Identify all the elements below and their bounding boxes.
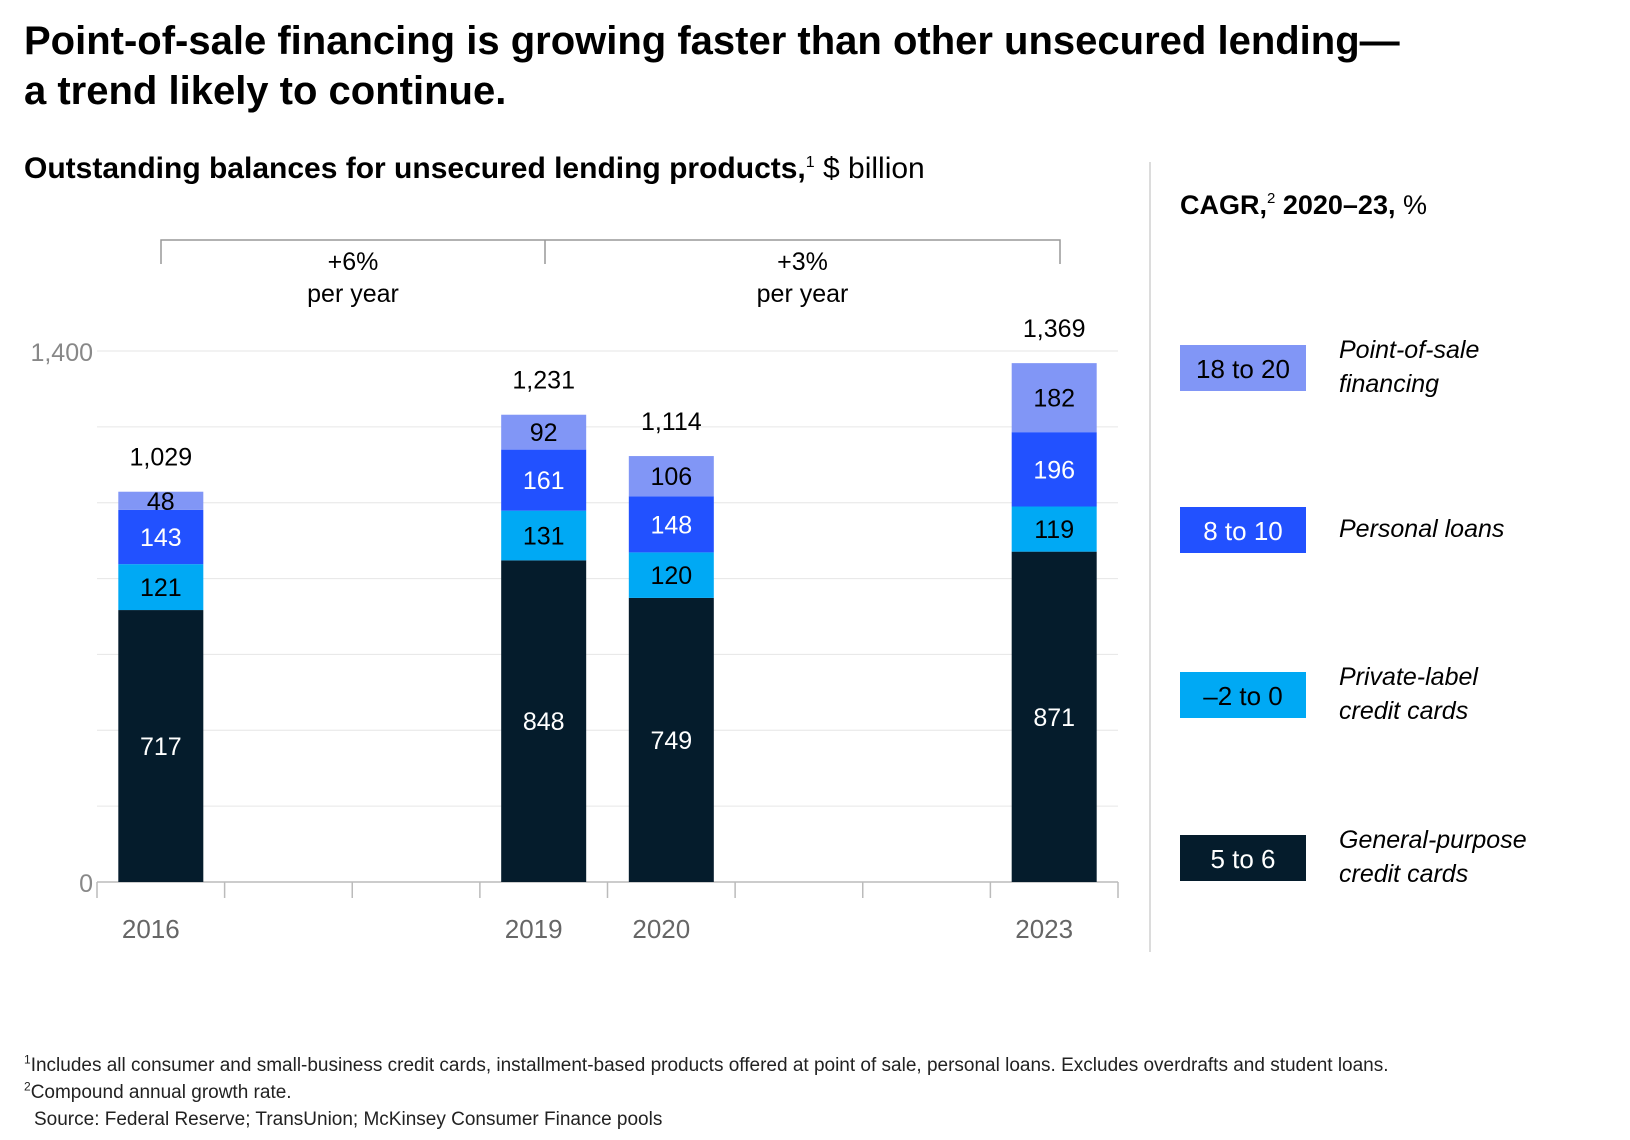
bar-stack-2019: 848 131 161 92 1,231 xyxy=(501,367,587,882)
legend-header-sup: 2 xyxy=(1267,190,1275,207)
x-axis-labels: 2016 2019 2020 2023 xyxy=(122,914,1073,944)
y-axis-labels: 0 1,400 xyxy=(30,339,93,898)
data-label-personal-loans: 196 xyxy=(1033,456,1075,484)
legend: 18 to 20 Point-of-sale financing 8 to 10 Per… xyxy=(1180,336,1527,888)
footnote-2: 2Compound annual growth rate. xyxy=(24,1079,1614,1106)
subtitle-unit: $ billion xyxy=(814,152,925,185)
bar-segment-private-label xyxy=(1011,506,1097,552)
bar-segment-general-purpose xyxy=(118,610,204,882)
data-label-private-label: 131 xyxy=(523,523,565,551)
bar-segment-point-of-sale xyxy=(118,491,204,510)
bar-segment-personal-loans xyxy=(1011,432,1097,507)
legend-item: 18 to 20 Point-of-sale financing xyxy=(1180,336,1479,398)
legend-label-line-2: credit cards xyxy=(1339,697,1468,725)
data-label-personal-loans: 143 xyxy=(140,524,182,552)
chart-subtitle: Outstanding balances for unsecured lendi… xyxy=(24,152,925,186)
y-tick-label: 0 xyxy=(79,870,93,898)
legend-label-line-2: credit cards xyxy=(1339,860,1468,888)
legend-cagr-value: 8 to 10 xyxy=(1203,516,1283,546)
chart-headline: Point-of-sale financing is growing faste… xyxy=(24,16,1584,116)
bar-stack-2023: 871 119 196 182 1,369 xyxy=(1011,315,1097,882)
legend-label-line-2: financing xyxy=(1339,370,1439,398)
bar-segment-general-purpose xyxy=(1011,551,1097,882)
total-label: 1,231 xyxy=(512,367,575,395)
growth-bracket-line xyxy=(160,239,1061,264)
y-tick-label: 1,400 xyxy=(30,339,93,367)
bar-segment-private-label xyxy=(118,564,204,611)
legend-header-bold: CAGR, xyxy=(1180,190,1267,220)
data-label-point-of-sale: 106 xyxy=(650,463,692,491)
legend-item: 8 to 10 Personal loans xyxy=(1180,507,1504,553)
legend-cagr-value: 5 to 6 xyxy=(1210,844,1275,874)
legend-cagr-value: 18 to 20 xyxy=(1196,354,1290,384)
legend-header: CAGR,2 2020–23, % xyxy=(1180,190,1427,220)
subtitle-text: Outstanding balances for unsecured lendi… xyxy=(24,152,806,185)
bar-segment-private-label xyxy=(501,510,587,561)
total-label: 1,029 xyxy=(130,444,193,472)
bar-segment-private-label xyxy=(628,552,714,598)
bar-stack-2016: 717 121 143 48 1,029 xyxy=(118,444,204,882)
footnote-2-marker: 2 xyxy=(24,1079,31,1094)
data-label-private-label: 119 xyxy=(1034,516,1074,544)
legend-swatch xyxy=(1180,345,1306,391)
footnote-1: 1Includes all consumer and small-busines… xyxy=(24,1052,1614,1079)
bar-segment-point-of-sale xyxy=(1011,363,1097,433)
legend-cagr-value: –2 to 0 xyxy=(1203,681,1283,711)
legend-label-line-1: Private-label xyxy=(1339,663,1479,691)
data-label-point-of-sale: 92 xyxy=(530,419,558,447)
bar-segment-general-purpose xyxy=(628,597,714,882)
legend-header-period: 2020–23, xyxy=(1275,190,1395,220)
headline-line-1: Point-of-sale financing is growing faste… xyxy=(24,19,1400,63)
data-label-general-purpose: 848 xyxy=(523,708,565,736)
footnote-1-text: Includes all consumer and small-business… xyxy=(30,1055,1389,1076)
x-tick-label: 2016 xyxy=(122,914,180,944)
data-label-personal-loans: 161 xyxy=(523,467,565,495)
bar-segment-personal-loans xyxy=(501,449,587,511)
headline-line-2: a trend likely to continue. xyxy=(24,69,507,113)
growth-rate-label: +6% xyxy=(328,248,379,276)
bar-segment-personal-loans xyxy=(118,509,204,565)
total-label: 1,114 xyxy=(641,408,702,436)
data-label-point-of-sale: 48 xyxy=(147,488,175,516)
data-label-point-of-sale: 182 xyxy=(1033,385,1075,413)
x-axis xyxy=(96,881,1119,898)
data-label-general-purpose: 717 xyxy=(140,733,182,761)
data-label-personal-loans: 148 xyxy=(650,511,692,539)
source-note: Source: Federal Reserve; TransUnion; McK… xyxy=(34,1109,663,1130)
bar-segment-general-purpose xyxy=(501,560,587,882)
legend-swatch xyxy=(1180,507,1306,553)
legend-item: –2 to 0 Private-label credit cards xyxy=(1180,663,1479,725)
legend-item: 5 to 6 General-purpose credit cards xyxy=(1180,826,1527,888)
bar-segment-personal-loans xyxy=(628,496,714,553)
x-tick-label: 2020 xyxy=(632,914,690,944)
bar-stack-2020: 749 120 148 106 1,114 xyxy=(628,408,714,882)
subtitle-footnote-marker: 1 xyxy=(805,154,815,171)
footnotes: 1Includes all consumer and small-busines… xyxy=(24,1052,1614,1133)
data-label-general-purpose: 749 xyxy=(650,727,692,755)
growth-brackets: +6% per year +3% per year xyxy=(160,239,1061,308)
x-tick-label: 2019 xyxy=(505,914,563,944)
legend-label: Personal loans xyxy=(1339,515,1504,543)
data-label-private-label: 121 xyxy=(140,574,182,602)
stacked-bar-chart: 0 1,400 +6% per year +3% per year 717 121 143 4… xyxy=(30,162,1527,952)
legend-label-line-1: General-purpose xyxy=(1339,826,1527,854)
growth-rate-sublabel: per year xyxy=(757,280,849,308)
data-label-private-label: 120 xyxy=(650,562,692,590)
footnote-2-text: Compound annual growth rate. xyxy=(30,1082,292,1103)
total-label: 1,369 xyxy=(1023,315,1086,343)
bar-segment-point-of-sale xyxy=(501,414,587,450)
data-label-general-purpose: 871 xyxy=(1033,704,1075,732)
x-tick-label: 2023 xyxy=(1015,914,1073,944)
growth-rate-sublabel: per year xyxy=(307,280,399,308)
legend-swatch xyxy=(1180,835,1306,881)
legend-swatch xyxy=(1180,672,1306,718)
bars: 717 121 143 48 1,029 848 131 161 92 1,231 749 120 14… xyxy=(118,315,1097,882)
gridlines xyxy=(97,350,1118,807)
legend-label-line-1: Point-of-sale xyxy=(1339,336,1479,364)
legend-header-unit: % xyxy=(1395,190,1427,220)
bar-segment-point-of-sale xyxy=(628,456,714,497)
growth-rate-label: +3% xyxy=(777,248,828,276)
footnote-1-marker: 1 xyxy=(24,1052,31,1067)
